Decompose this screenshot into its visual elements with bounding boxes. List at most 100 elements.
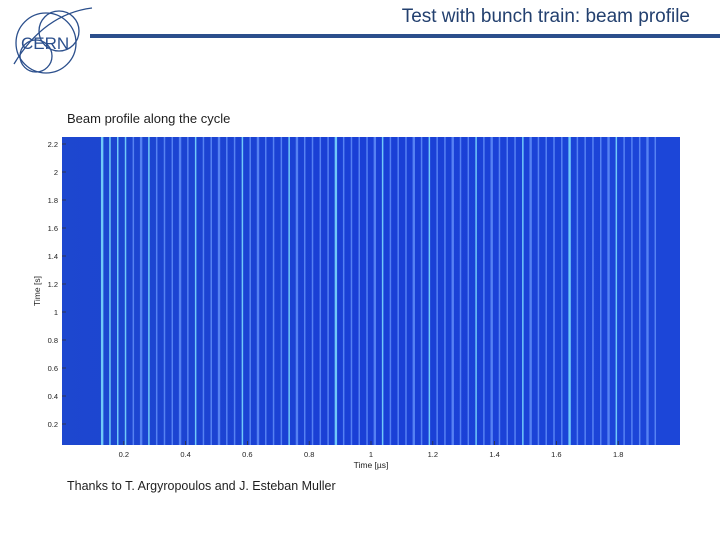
y-tick-label: 2	[54, 168, 58, 177]
x-tick-label: 0.8	[304, 450, 314, 459]
bunch-stripe	[117, 137, 119, 445]
bunch-stripe	[217, 137, 221, 445]
bunch-stripe	[545, 137, 547, 445]
svg-text:CERN: CERN	[21, 34, 69, 53]
y-axis-ticks: 0.2 0.4 0.6 0.8 1 1.2 1.4 1.6 1.8 2 2.2	[48, 140, 66, 429]
bunch-stripe	[483, 137, 485, 445]
bunch-stripe	[646, 137, 649, 445]
bunch-stripe	[459, 137, 462, 445]
bunch-stripe	[303, 137, 306, 445]
y-tick-label: 0.2	[48, 420, 58, 429]
bunch-stripe	[389, 137, 392, 445]
y-tick-label: 2.2	[48, 140, 58, 149]
x-tick-label: 1.2	[428, 450, 438, 459]
bunch-stripe	[194, 137, 197, 445]
bunch-stripe	[233, 137, 236, 445]
bunch-stripe	[568, 137, 571, 445]
bunch-stripe	[412, 137, 415, 445]
bunch-stripe	[475, 137, 477, 445]
cern-logo: CERN	[13, 7, 93, 74]
bunch-stripes	[100, 137, 657, 445]
bunch-stripe	[467, 137, 470, 445]
bunch-stripe	[506, 137, 509, 445]
bunch-stripe	[428, 137, 431, 445]
bunch-stripe	[638, 137, 641, 445]
bunch-stripe	[498, 137, 501, 445]
y-tick-label: 1.6	[48, 224, 58, 233]
x-axis-ticks: 0.2 0.4 0.6 0.8 1 1.2 1.4 1.6 1.8	[119, 441, 623, 459]
y-tick-label: 0.4	[48, 392, 58, 401]
bunch-stripe	[280, 137, 283, 445]
bunch-stripe	[241, 137, 244, 445]
bunch-stripe	[132, 137, 135, 445]
bunch-stripe	[615, 137, 618, 445]
figure-caption: Beam profile along the cycle	[67, 111, 231, 126]
bunch-stripe	[100, 137, 104, 445]
bunch-stripe	[155, 137, 158, 445]
bunch-stripe	[381, 137, 384, 445]
bunch-stripe	[178, 137, 182, 445]
bunch-stripe	[272, 137, 275, 445]
bunch-stripe	[148, 137, 150, 445]
bunch-stripe	[288, 137, 290, 445]
bunch-stripe	[537, 137, 540, 445]
y-tick-label: 0.8	[48, 336, 58, 345]
bunch-stripe	[529, 137, 532, 445]
bunch-stripe	[366, 137, 368, 445]
bunch-stripe	[265, 137, 267, 445]
bunch-stripe	[373, 137, 377, 445]
bunch-stripe	[451, 137, 454, 445]
bunch-stripe	[436, 137, 438, 445]
bunch-stripe	[358, 137, 360, 445]
bunch-stripe	[256, 137, 260, 445]
bunch-stripe	[397, 137, 399, 445]
bunch-stripe	[295, 137, 299, 445]
bunch-stripe	[311, 137, 314, 445]
bunch-stripe	[514, 137, 516, 445]
bunch-stripe	[327, 137, 329, 445]
y-axis-label: Time [s]	[32, 276, 42, 306]
bunch-stripe	[319, 137, 322, 445]
bunch-stripe	[576, 137, 579, 445]
bunch-stripe	[654, 137, 657, 445]
bunch-stripe	[444, 137, 446, 445]
bunch-stripe	[187, 137, 189, 445]
bunch-stripe	[592, 137, 594, 445]
bunch-stripe	[405, 137, 407, 445]
x-tick-label: 1	[369, 450, 373, 459]
x-tick-label: 0.4	[180, 450, 190, 459]
bunch-stripe	[226, 137, 228, 445]
bunch-stripe	[109, 137, 111, 445]
bunch-stripe	[124, 137, 127, 445]
bunch-stripe	[631, 137, 633, 445]
credit-line: Thanks to T. Argyropoulos and J. Esteban…	[67, 479, 336, 493]
x-axis-label: Time [µs]	[354, 460, 389, 470]
y-tick-label: 1	[54, 308, 58, 317]
bunch-stripe	[350, 137, 353, 445]
bunch-stripe	[202, 137, 205, 445]
y-tick-label: 1.8	[48, 196, 58, 205]
y-tick-label: 1.4	[48, 252, 58, 261]
x-tick-label: 1.6	[551, 450, 561, 459]
bunch-stripe	[490, 137, 493, 445]
bunch-stripe	[623, 137, 625, 445]
bunch-stripe	[584, 137, 586, 445]
header-rule	[90, 34, 720, 38]
bunch-stripe	[163, 137, 166, 445]
bunch-stripe	[600, 137, 602, 445]
bunch-stripe	[561, 137, 563, 445]
bunch-stripe	[171, 137, 174, 445]
bunch-stripe	[607, 137, 610, 445]
bunch-stripe	[139, 137, 143, 445]
bunch-stripe	[420, 137, 423, 445]
bunch-stripe	[210, 137, 212, 445]
bunch-stripe	[522, 137, 524, 445]
bunch-stripe	[553, 137, 555, 445]
plot-area	[62, 137, 680, 445]
bunch-stripe	[334, 137, 338, 445]
y-tick-label: 0.6	[48, 364, 58, 373]
y-tick-label: 1.2	[48, 280, 58, 289]
x-tick-label: 1.4	[489, 450, 499, 459]
bunch-stripe	[249, 137, 251, 445]
